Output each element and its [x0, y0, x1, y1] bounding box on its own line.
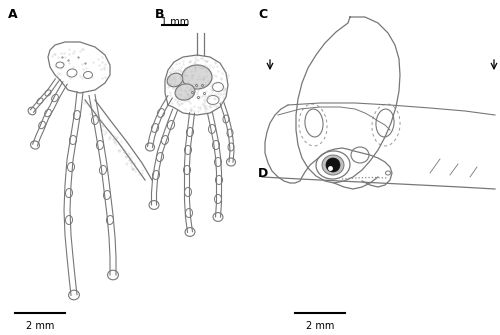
Text: A: A [8, 8, 18, 21]
Text: B: B [155, 8, 164, 21]
Ellipse shape [175, 84, 195, 100]
Ellipse shape [182, 65, 212, 89]
Text: C: C [258, 8, 267, 21]
Ellipse shape [316, 151, 350, 179]
Ellipse shape [167, 73, 183, 87]
Text: 2 mm: 2 mm [26, 321, 54, 331]
Text: 2 mm: 2 mm [306, 321, 334, 331]
Text: 1 mm: 1 mm [161, 17, 189, 27]
Ellipse shape [322, 155, 344, 175]
Ellipse shape [326, 158, 340, 172]
Text: D: D [258, 167, 268, 180]
